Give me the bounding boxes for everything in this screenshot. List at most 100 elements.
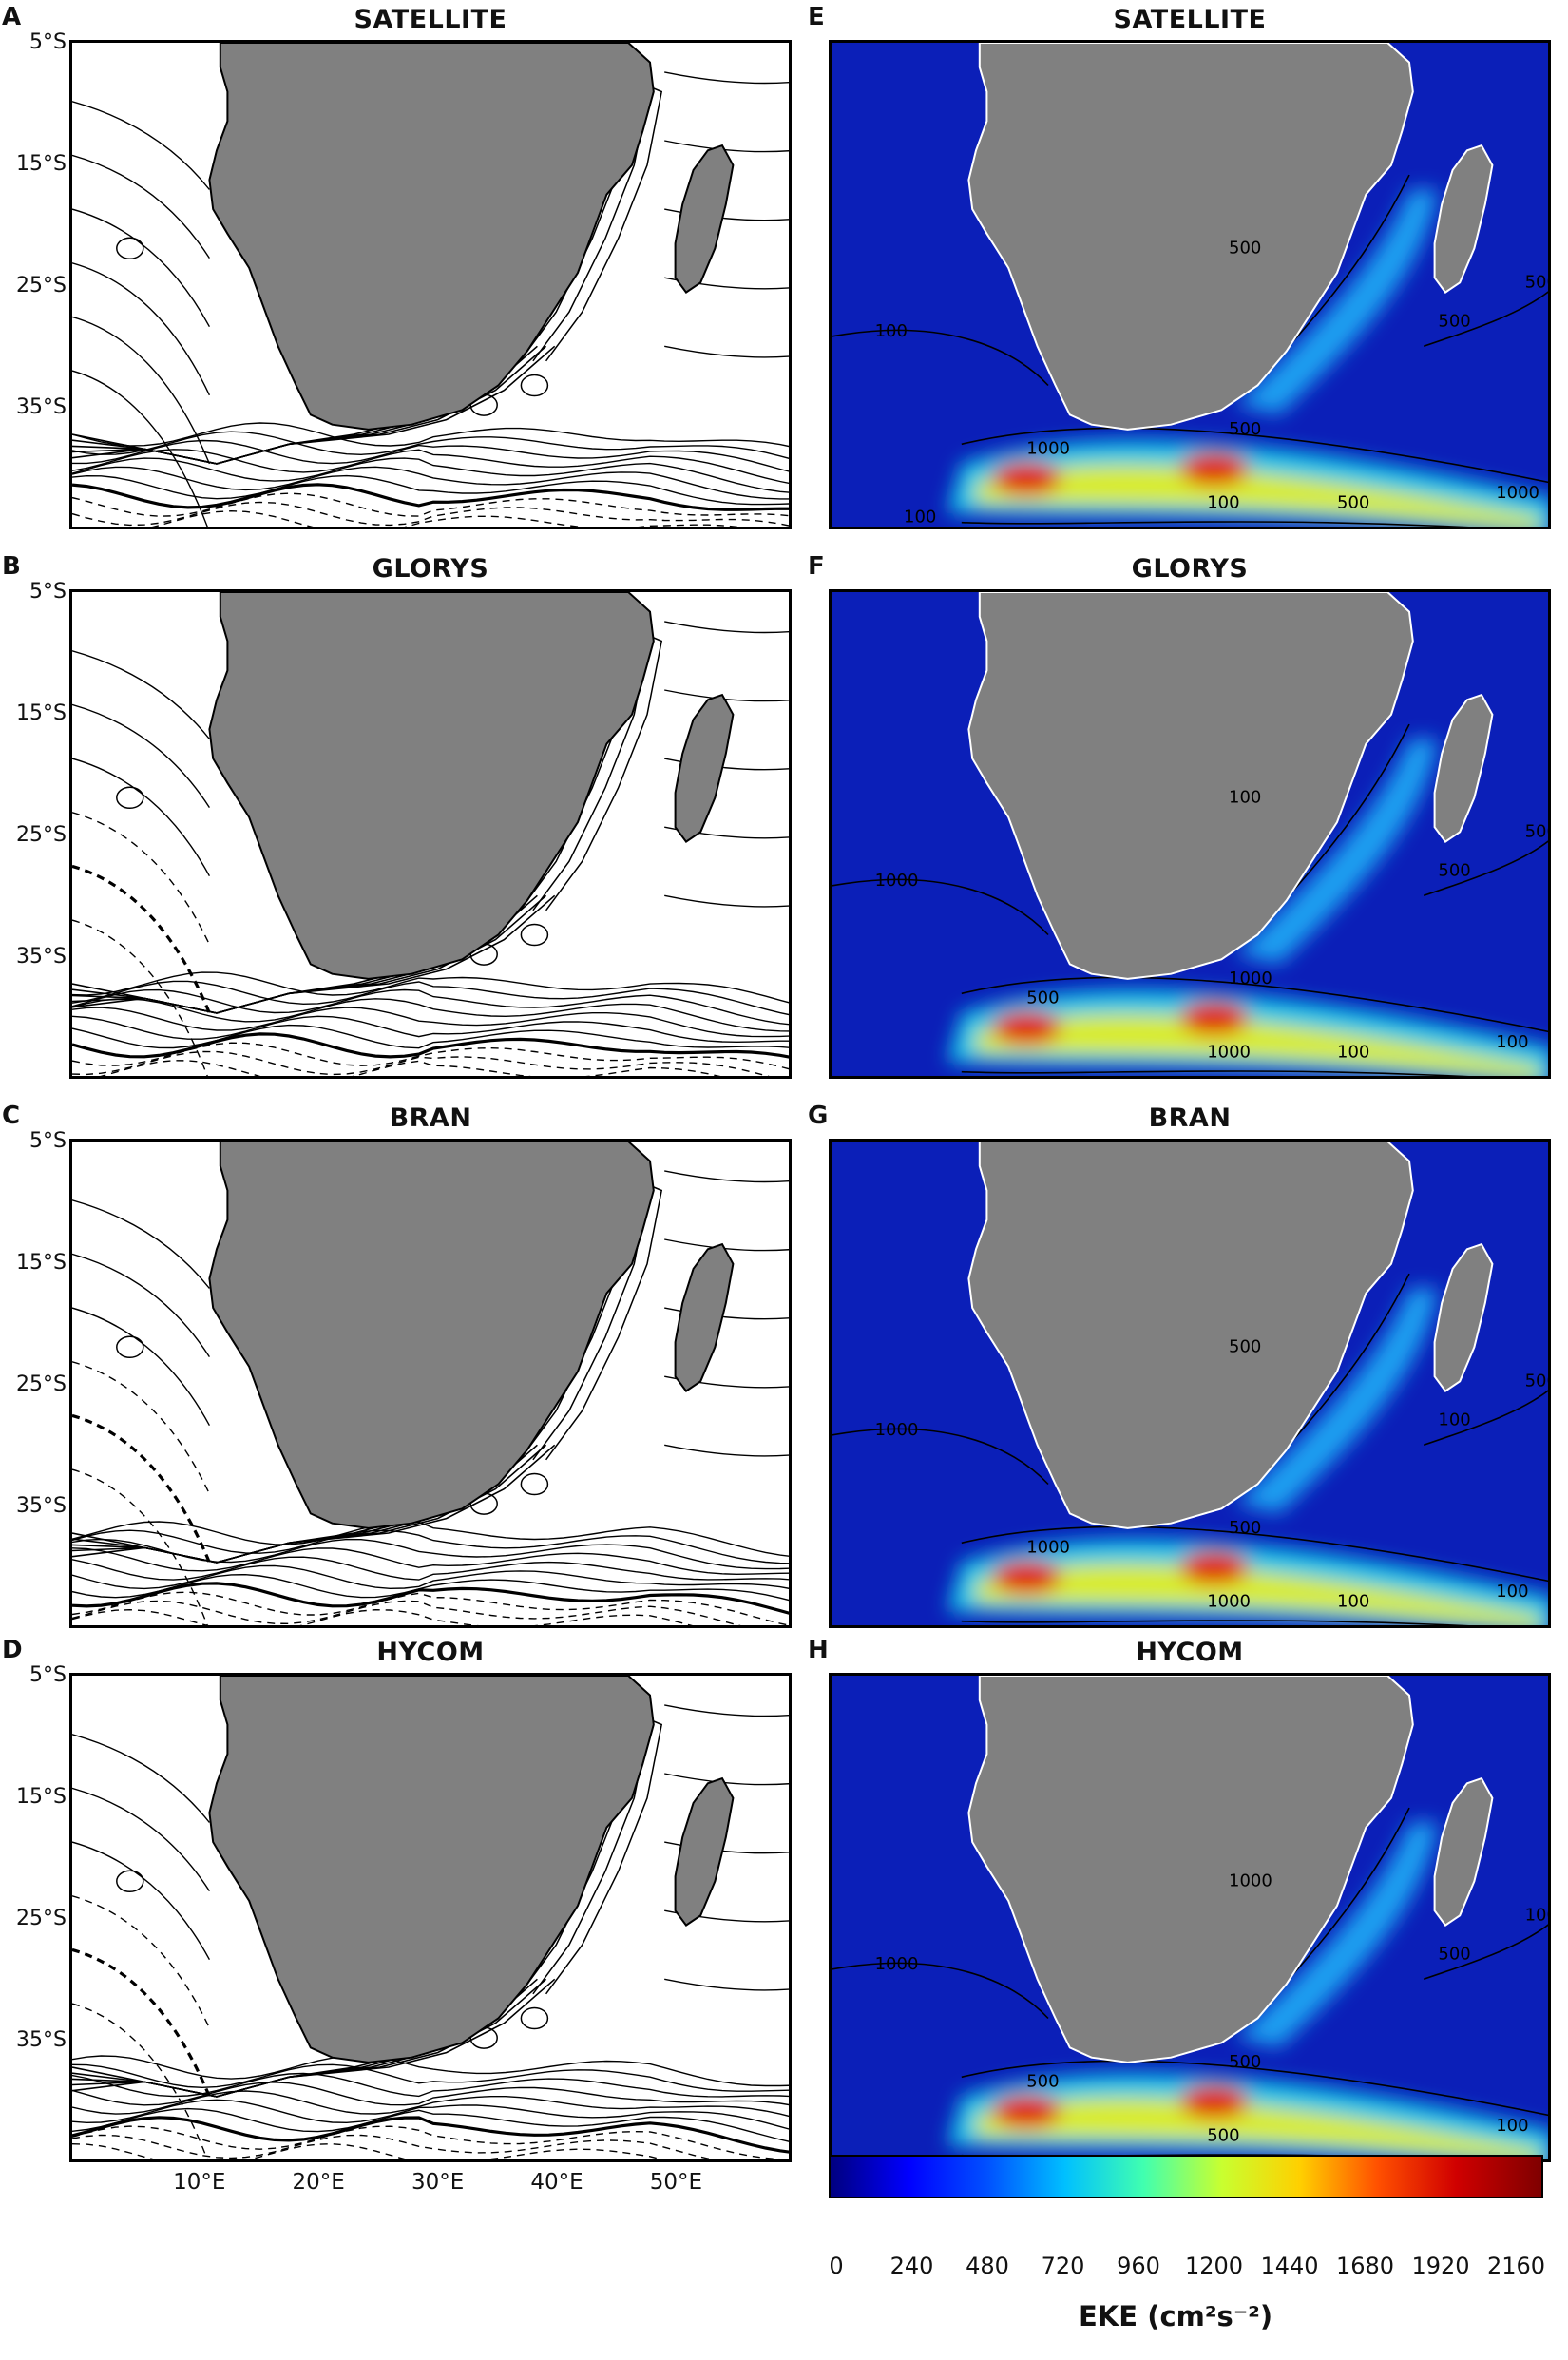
eke-contours <box>832 174 1548 527</box>
eke-field <box>947 1822 1548 2159</box>
contour-value-label: 1000 <box>1026 1538 1070 1558</box>
panel-letter-b: B <box>2 552 21 581</box>
madagascar-landmass <box>1433 693 1494 843</box>
contour-value-label: 100 <box>1496 2116 1528 2136</box>
colorbar-tick-label: 720 <box>1041 2253 1085 2279</box>
colorbar-tick-label: 2160 <box>1486 2253 1546 2279</box>
contour-value-label: 100 <box>1337 1591 1369 1611</box>
colorbar-tick-label: 1200 <box>1184 2253 1244 2279</box>
contour-value-label: 500 <box>1229 1518 1261 1538</box>
contour-value-label: 1000 <box>875 871 919 891</box>
contour-value-label: 500 <box>1207 2125 1239 2145</box>
contour-value-label: 100 <box>1496 1032 1528 1052</box>
contour-lines <box>72 1165 789 1625</box>
madagascar-landmass <box>674 1242 735 1392</box>
latitude-label: 25°S <box>16 1372 67 1396</box>
contour-value-label: 1000 <box>1525 1906 1551 1926</box>
longitude-label: 10°E <box>173 2170 226 2195</box>
panel-title-d: HYCOM <box>376 1638 485 1667</box>
contour-value-label: 1000 <box>1229 1871 1272 1890</box>
contour-value-label: 500 <box>1026 2072 1059 2092</box>
latitude-label: 35°S <box>16 395 67 419</box>
contour-value-label: 1000 <box>1229 969 1272 988</box>
colorbar-tick-label: 960 <box>1117 2253 1160 2279</box>
contour-value-label: 1000 <box>1207 1591 1251 1611</box>
latitude-label: 25°S <box>16 274 67 297</box>
colorbar-tick-label: 1680 <box>1335 2253 1395 2279</box>
latitude-label: 15°S <box>16 152 67 176</box>
contour-value-label: 100 <box>1207 492 1239 512</box>
colorbar-tick-label: 240 <box>889 2253 934 2279</box>
africa-landmass <box>208 1676 655 2063</box>
panel-letter-a: A <box>2 3 22 31</box>
colorbar-tick-label: 480 <box>966 2253 1009 2279</box>
contour-value-label: 1000 <box>1026 439 1070 459</box>
contour-value-label: 1000 <box>1496 483 1539 503</box>
colorbar-label: EKE (cm²s⁻²) <box>1079 2300 1273 2332</box>
contour-value-label: 500 <box>1229 2052 1261 2072</box>
contour-value-label: 1000 <box>875 1954 919 1974</box>
africa-landmass <box>967 43 1414 431</box>
latitude-label: 5°S <box>29 1663 67 1687</box>
contour-value-label: 100 <box>1496 1582 1528 1602</box>
africa-landmass <box>208 1142 655 1529</box>
madagascar-landmass <box>1433 144 1494 294</box>
latitude-label: 15°S <box>16 701 67 725</box>
colorbar-tick-label: 1440 <box>1260 2253 1319 2279</box>
panel-title-f: GLORYS <box>1131 554 1249 584</box>
contour-value-label: 100 <box>904 508 936 528</box>
latitude-label: 15°S <box>16 1785 67 1809</box>
map-panel-h: 1000 500 500 500 1000 1000 100 500 <box>829 1673 1551 2162</box>
latitude-label: 5°S <box>29 1129 67 1153</box>
africa-landmass <box>208 43 655 431</box>
map-panel-e: 500 1000 500 500 100 500 1000 100 500 100 <box>829 40 1551 529</box>
africa-landmass <box>967 592 1414 980</box>
panel-letter-e: E <box>808 3 825 31</box>
contour-value-label: 500 <box>1438 312 1470 332</box>
africa-landmass <box>208 592 655 980</box>
contour-value-label: 100 <box>1229 787 1261 807</box>
panel-letter-d: D <box>2 1636 23 1664</box>
longitude-label: 20°E <box>292 2170 345 2195</box>
longitude-label: 30°E <box>411 2170 465 2195</box>
latitude-label: 5°S <box>29 30 67 54</box>
colorbar <box>829 2155 1543 2198</box>
eke-field <box>947 739 1548 1076</box>
colorbar-tick-label: 0 <box>829 2253 844 2279</box>
contour-value-label: 500 <box>1438 1945 1470 1965</box>
contour-value-label: 100 <box>1337 1042 1369 1062</box>
madagascar-landmass <box>1433 1242 1494 1392</box>
contour-value-label: 500 <box>1229 1336 1261 1356</box>
map-panel-d <box>69 1673 792 2162</box>
panel-title-c: BRAN <box>389 1103 472 1133</box>
contour-value-label: 500 <box>1438 861 1470 881</box>
contour-value-label: 500 <box>1026 988 1059 1008</box>
madagascar-landmass <box>674 1776 735 1927</box>
contour-value-label: 500 <box>1229 419 1261 439</box>
contour-value-label: 100 <box>1438 1410 1470 1430</box>
panel-title-g: BRAN <box>1148 1103 1232 1133</box>
madagascar-landmass <box>674 693 735 843</box>
panel-letter-h: H <box>808 1636 829 1664</box>
panel-title-e: SATELLITE <box>1113 5 1267 34</box>
panel-title-h: HYCOM <box>1136 1638 1244 1667</box>
contour-value-label: 500 <box>1229 238 1261 258</box>
contour-value-label: 100 <box>875 321 908 341</box>
map-panel-a <box>69 40 792 529</box>
latitude-label: 5°S <box>29 580 67 604</box>
colorbar-tick-label: 1920 <box>1411 2253 1470 2279</box>
longitude-label: 50°E <box>649 2170 703 2195</box>
africa-landmass <box>967 1676 1414 2063</box>
latitude-label: 35°S <box>16 2028 67 2052</box>
contour-value-label: 1000 <box>1207 1042 1251 1062</box>
madagascar-landmass <box>1433 1776 1494 1927</box>
eke-field <box>947 1288 1548 1625</box>
contour-value-label: 500 <box>1525 822 1551 842</box>
contour-value-label: 500 <box>1525 1372 1551 1391</box>
map-panel-f: 100 500 1000 500 1000 500 100 1000 100 <box>829 589 1551 1079</box>
contour-lines <box>72 67 789 527</box>
contour-value-label: 1000 <box>875 1420 919 1440</box>
contour-value-label: 500 <box>1337 492 1369 512</box>
latitude-label: 35°S <box>16 945 67 969</box>
eke-field <box>947 189 1548 527</box>
